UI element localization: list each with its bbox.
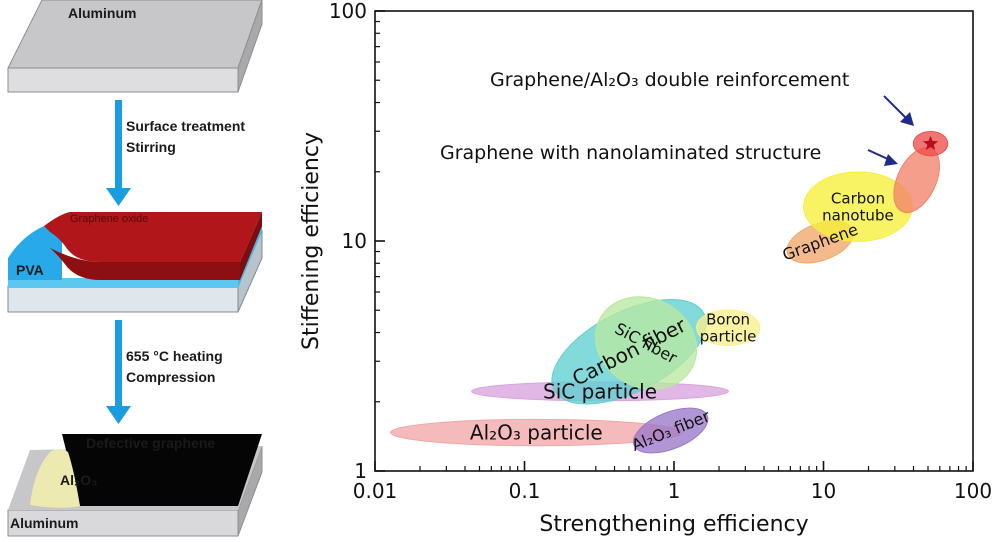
al2o3-particle [30,449,80,508]
region-boron-particle [696,309,761,346]
chart: 0.01 0.1 1 10 100 1 10 100 Al₂O₃ particle SiC pa… [299,0,992,537]
pva-layer [8,222,62,280]
annotation-arrow-2 [867,149,898,166]
graphene-oxide-layer [44,212,262,262]
region-al-o-fiber [633,407,709,454]
coated-aluminum-block: Graphene oxide PVA [7,212,263,313]
annotation-nanolaminated: Graphene with nanolaminated structure [440,142,821,164]
process-arrow-1 [106,100,131,206]
step2-line2: Compression [126,369,215,385]
region-label-line: particle [700,328,757,346]
region-sic-fiber [594,296,698,390]
region-label-line: SiC particle [543,379,657,403]
region-label-carbon-nanotube: Carbon nanotube [822,189,894,224]
defective-graphene-label: Defective graphene [86,435,215,451]
pva-label: PVA [16,262,44,278]
x-tick-label: 10 [811,479,836,503]
annotation-arrow-1 [883,95,914,126]
region-label-al-o-particle: Al₂O₃ particle [470,421,603,445]
aluminum-bottom-label: Aluminum [10,515,78,531]
region-label-sic-particle: SiC particle [543,379,657,403]
al2o3-label: Al₂O₃ [60,472,98,488]
step2-line1: 655 °C heating [126,348,223,364]
process-schematic: Aluminum Surface treatment Stirring Grap… [7,0,263,537]
x-tick-label: 1 [668,479,681,503]
region-label-line: Carbon [831,189,885,207]
process-arrow-2 [106,320,131,424]
region-label-line: nanotube [822,207,894,225]
y-axis-label: Stiffening efficiency [299,132,324,350]
chart-ticks: 0.01 0.1 1 10 100 1 10 100 [329,0,992,503]
y-tick-label: 10 [342,229,367,253]
region-label-line: Boron [706,310,750,328]
x-tick-label: 100 [954,479,992,503]
step1-line1: Surface treatment [126,118,245,134]
aluminum-top-label: Aluminum [68,5,136,21]
x-tick-label: 0.01 [353,479,398,503]
region-label-line: Al₂O₃ particle [470,421,603,445]
annotation-double-reinforcement: Graphene/Al₂O₃ double reinforcement [490,69,849,91]
graphene-oxide-label: Graphene oxide [70,213,148,225]
defective-graphene-layer [62,434,262,506]
chart-regions [390,130,949,454]
x-axis-label: Strengthening efficiency [539,512,808,537]
aluminum-block-top: Aluminum [7,0,263,93]
star-marker [922,135,939,151]
y-tick-label: 100 [329,0,367,23]
aluminum-block-bottom: Defective graphene Al₂O₃ Aluminum [7,434,263,537]
region-label-boron-particle: Boron particle [700,310,757,345]
x-tick-label: 0.1 [509,479,541,503]
step1-line2: Stirring [126,139,176,155]
y-tick-label: 1 [354,459,367,483]
